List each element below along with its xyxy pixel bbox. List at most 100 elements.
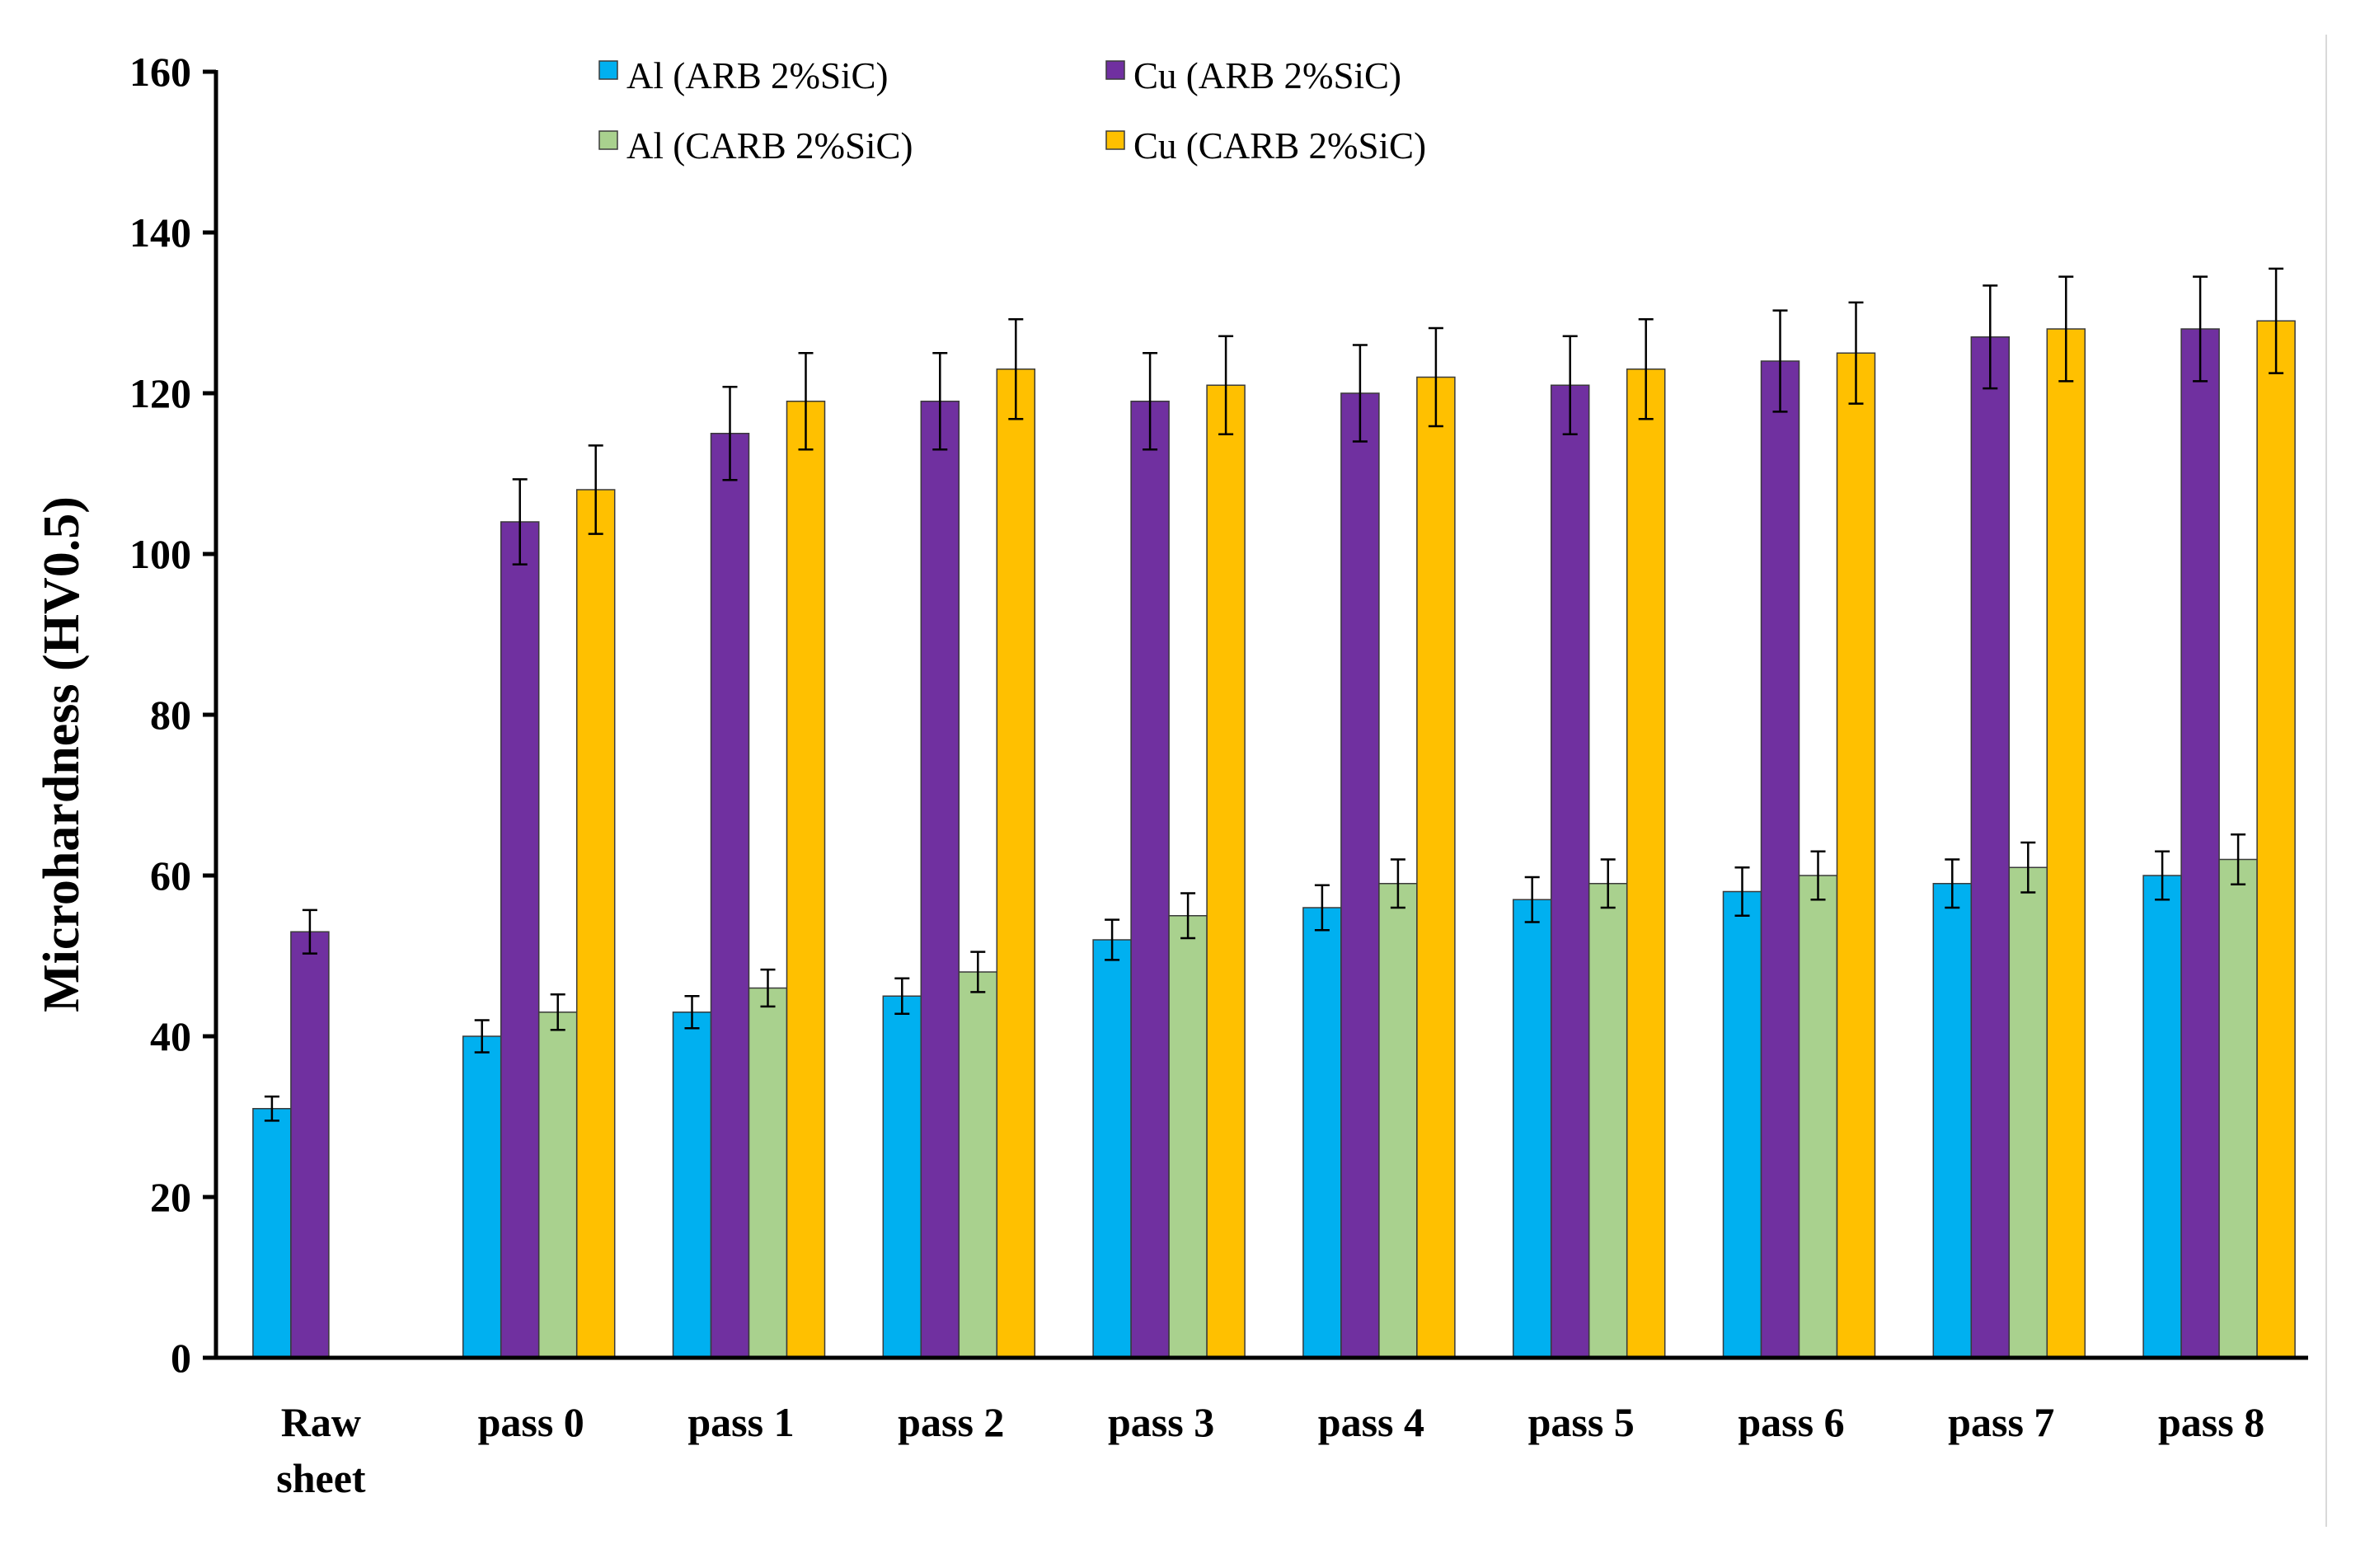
error-bar bbox=[722, 385, 738, 481]
bar-cu-carb-2-sic--7 bbox=[1836, 352, 1876, 1359]
bar-cu-arb-2-sic--5 bbox=[1340, 392, 1380, 1359]
error-bar bbox=[2193, 275, 2208, 383]
bar-al-arb-2-sic--6 bbox=[1512, 899, 1552, 1359]
error-bar bbox=[1314, 884, 1330, 932]
error-bar bbox=[970, 951, 986, 993]
bar-al-arb-2-sic--0 bbox=[252, 1108, 292, 1359]
y-tick-label: 60 bbox=[150, 852, 191, 899]
x-category-label: Raw bbox=[281, 1399, 361, 1445]
error-bar bbox=[1772, 309, 1788, 413]
bar-cu-arb-2-sic--8 bbox=[1970, 336, 2011, 1359]
error-bar bbox=[1143, 352, 1158, 451]
bar-cu-arb-2-sic--7 bbox=[1760, 360, 1800, 1359]
bar-cu-carb-2-sic--9 bbox=[2256, 320, 2296, 1359]
y-tick-label: 140 bbox=[129, 209, 191, 256]
bar-al-arb-2-sic--3 bbox=[882, 995, 922, 1359]
bar-cu-arb-2-sic--4 bbox=[1130, 401, 1170, 1359]
legend-swatch bbox=[1105, 60, 1125, 80]
legend-swatch bbox=[598, 60, 618, 80]
y-tick-label: 0 bbox=[171, 1335, 191, 1381]
x-axis-labels: Raw sheet pass 0 pass 1 pass 2 pass 3 pass 4 pa… bbox=[276, 1399, 2264, 1501]
bar-al-arb-2-sic--2 bbox=[672, 1012, 712, 1359]
legend-item: Al (ARB 2%SiC) bbox=[598, 55, 889, 96]
bar-cu-arb-2-sic--6 bbox=[1550, 384, 1590, 1359]
bar-al-arb-2-sic--4 bbox=[1092, 939, 1132, 1359]
x-category-label: pass 1 bbox=[687, 1399, 794, 1445]
legend-swatch bbox=[1105, 130, 1125, 150]
bar-al-carb-2-sic--1 bbox=[537, 1012, 578, 1359]
bar-cu-carb-2-sic--2 bbox=[786, 401, 826, 1359]
bar-al-carb-2-sic--4 bbox=[1168, 915, 1208, 1359]
y-axis-title: Microhardness (HV0.5) bbox=[34, 496, 90, 1012]
error-bar bbox=[1945, 858, 1960, 909]
error-bar bbox=[474, 1019, 490, 1054]
legend-label: Cu (ARB 2%SiC) bbox=[1133, 55, 1401, 96]
x-category-label: sheet bbox=[276, 1455, 366, 1501]
error-bar bbox=[550, 993, 565, 1031]
error-bar bbox=[798, 352, 814, 451]
legend-item: Al (CARB 2%SiC) bbox=[598, 125, 913, 167]
legend-label: Cu (CARB 2%SiC) bbox=[1133, 125, 1426, 167]
error-bar bbox=[1810, 850, 1826, 901]
error-bar bbox=[2020, 841, 2036, 894]
x-category-label: pass 6 bbox=[1738, 1399, 1844, 1445]
bar-al-carb-2-sic--8 bbox=[2008, 866, 2048, 1359]
error-bar bbox=[1524, 876, 1540, 923]
error-bar bbox=[1390, 858, 1405, 909]
bar-cu-carb-2-sic--4 bbox=[1206, 384, 1246, 1359]
error-bar bbox=[1352, 344, 1368, 443]
x-category-label: pass 0 bbox=[478, 1399, 584, 1445]
error-bar bbox=[512, 478, 528, 566]
bar-al-arb-2-sic--7 bbox=[1722, 890, 1762, 1359]
error-bar bbox=[302, 908, 317, 955]
bar-cu-arb-2-sic--0 bbox=[290, 931, 330, 1359]
legend-item: Cu (CARB 2%SiC) bbox=[1105, 125, 1426, 167]
error-bar bbox=[1562, 335, 1578, 435]
bar-al-carb-2-sic--3 bbox=[958, 971, 998, 1359]
error-bar bbox=[1600, 858, 1616, 909]
error-bar bbox=[1734, 866, 1750, 917]
legend: Al (ARB 2%SiC) Cu (ARB 2%SiC) Al (CARB 2%S… bbox=[598, 55, 1426, 167]
y-tick-label: 20 bbox=[150, 1174, 191, 1220]
bar-al-arb-2-sic--1 bbox=[462, 1035, 502, 1359]
legend-label: Al (CARB 2%SiC) bbox=[626, 125, 913, 167]
error-bar bbox=[264, 1095, 279, 1122]
bar-cu-arb-2-sic--2 bbox=[710, 433, 750, 1359]
error-bar bbox=[1105, 918, 1120, 961]
y-axis-ticks: 0 20 40 60 80 100 120 140 160 bbox=[129, 49, 216, 1381]
legend-swatch bbox=[598, 130, 618, 150]
bar-cu-arb-2-sic--3 bbox=[920, 401, 960, 1359]
x-category-label: pass 5 bbox=[1528, 1399, 1635, 1445]
error-bar bbox=[932, 352, 948, 451]
x-category-label: pass 2 bbox=[898, 1399, 1004, 1445]
bars bbox=[252, 320, 2296, 1359]
axes bbox=[203, 70, 2308, 1360]
error-bar bbox=[684, 995, 700, 1030]
error-bar bbox=[2155, 850, 2170, 901]
error-bar bbox=[1180, 892, 1196, 940]
bar-cu-carb-2-sic--3 bbox=[996, 369, 1036, 1359]
error-bars bbox=[264, 267, 2284, 1122]
y-tick-label: 40 bbox=[150, 1013, 191, 1059]
bar-cu-carb-2-sic--1 bbox=[575, 489, 616, 1359]
legend-label: Al (ARB 2%SiC) bbox=[626, 55, 889, 96]
error-bar bbox=[2231, 833, 2246, 885]
bar-al-carb-2-sic--2 bbox=[748, 987, 788, 1359]
bar-al-carb-2-sic--9 bbox=[2218, 858, 2258, 1359]
y-tick-label: 100 bbox=[129, 531, 191, 577]
x-category-label: pass 3 bbox=[1108, 1399, 1214, 1445]
error-bar bbox=[1638, 318, 1654, 420]
error-bar bbox=[588, 444, 603, 535]
error-bar bbox=[1428, 326, 1443, 428]
error-bar bbox=[1218, 335, 1234, 435]
bar-cu-carb-2-sic--5 bbox=[1416, 376, 1456, 1359]
y-tick-label: 120 bbox=[129, 370, 191, 416]
error-bar bbox=[1983, 284, 1998, 390]
error-bar bbox=[1848, 301, 1864, 405]
error-bar bbox=[2269, 267, 2284, 374]
bar-cu-carb-2-sic--6 bbox=[1626, 369, 1666, 1359]
bar-al-arb-2-sic--9 bbox=[2142, 875, 2182, 1359]
error-bar bbox=[760, 968, 776, 1008]
